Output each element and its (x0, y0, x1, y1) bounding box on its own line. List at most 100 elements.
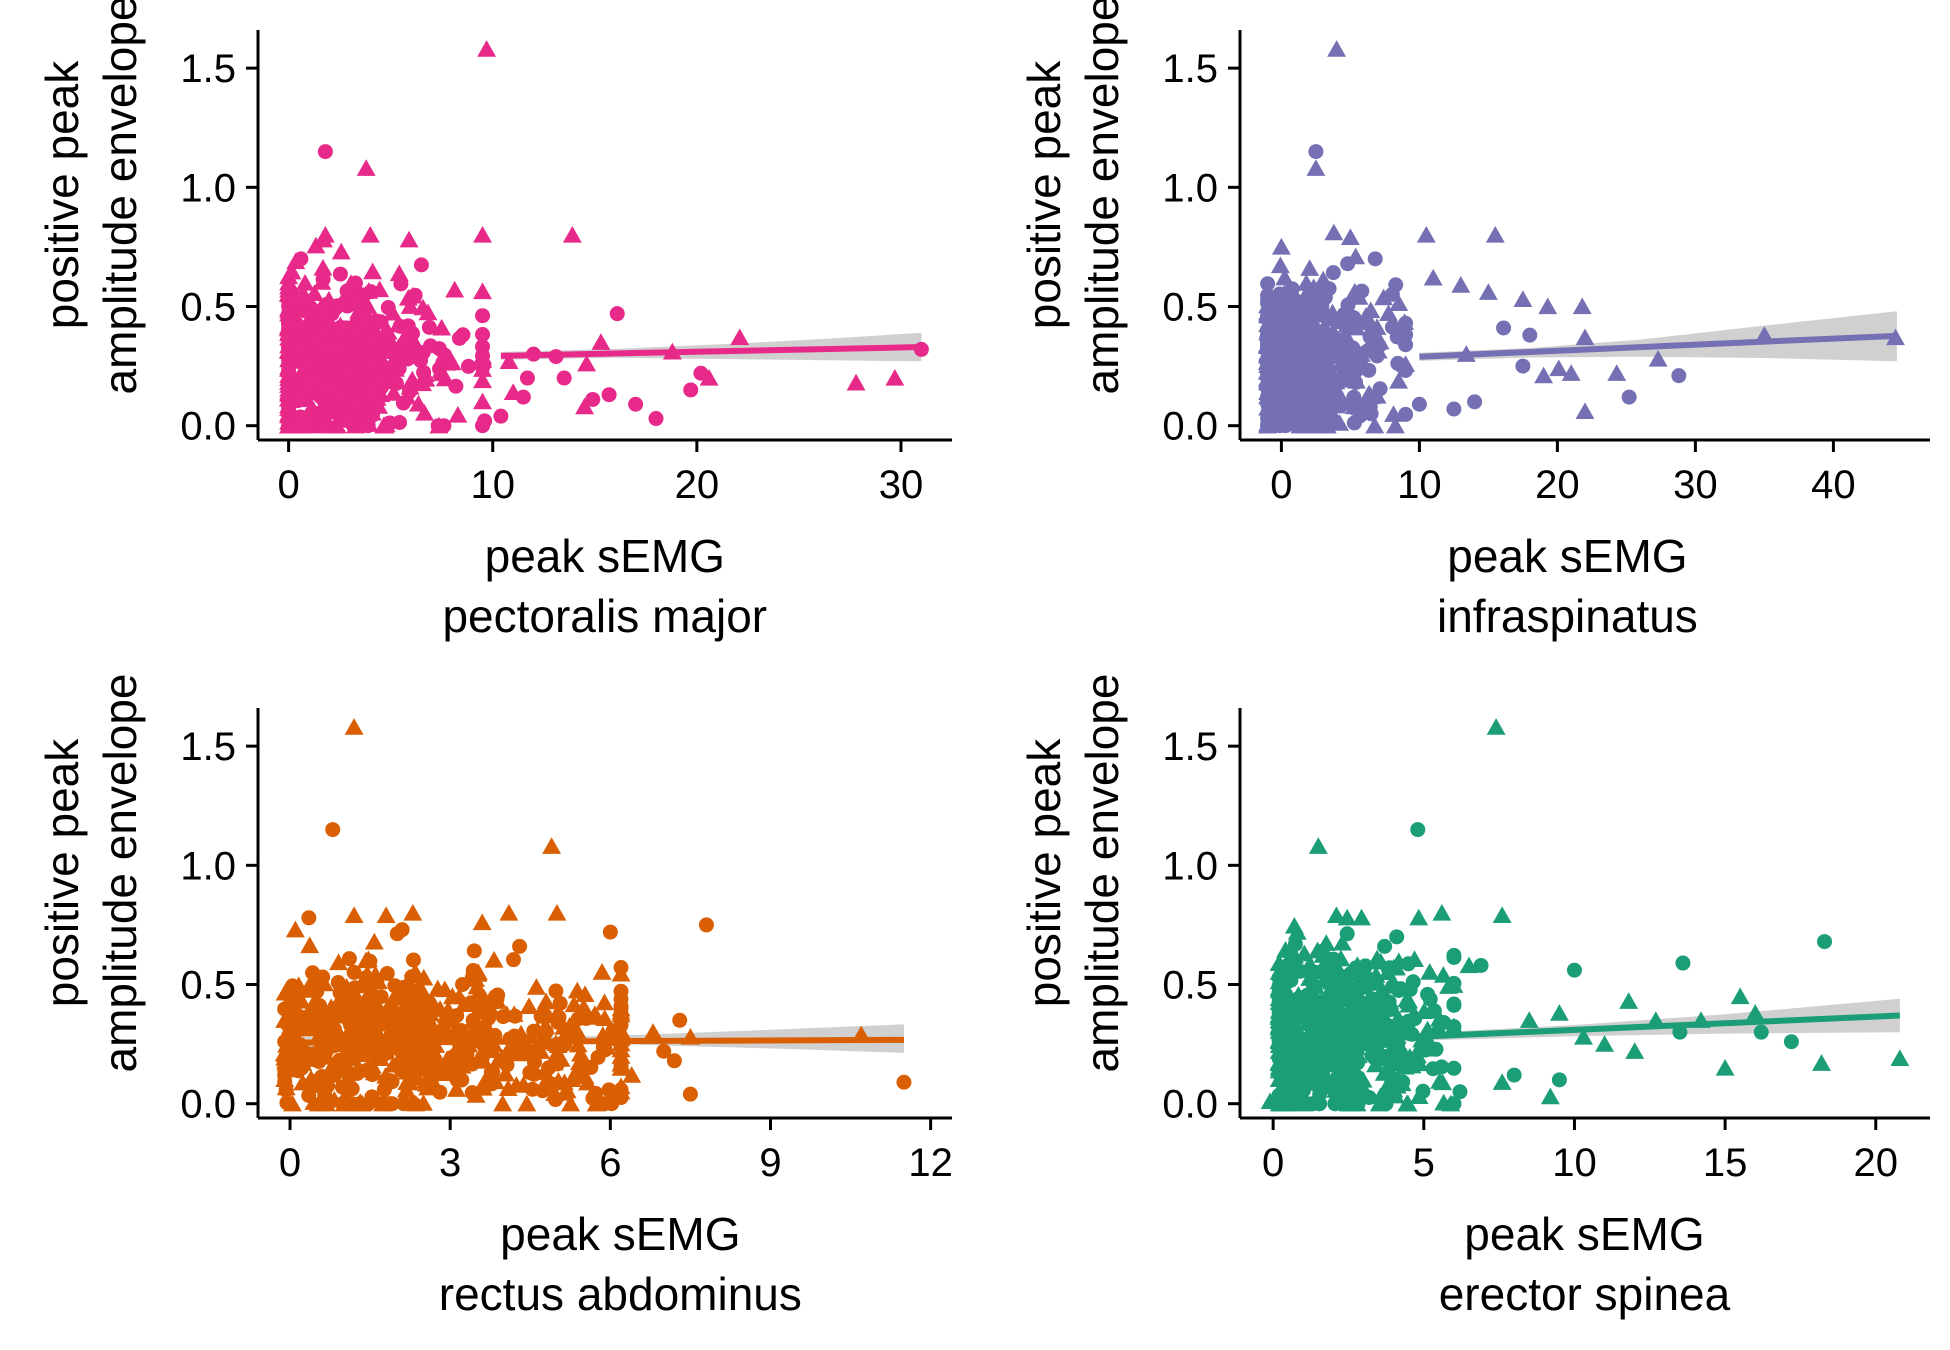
data-point (399, 230, 419, 248)
data-point (477, 40, 497, 57)
data-point (391, 980, 407, 996)
data-point (577, 354, 597, 372)
data-point (1344, 1096, 1360, 1112)
data-point (527, 1048, 543, 1064)
data-point (1331, 978, 1347, 994)
data-point (1446, 1060, 1462, 1076)
y-tick-label: 1.0 (180, 844, 236, 888)
x-tick-label: 20 (675, 463, 720, 507)
data-point (683, 382, 699, 398)
data-point (360, 993, 376, 1009)
scatter-points (1260, 718, 1910, 1112)
data-point (588, 1085, 604, 1101)
y-axis-title-line1: positive peak (1018, 738, 1070, 1007)
scatter-points (275, 718, 912, 1112)
data-point (1575, 402, 1595, 420)
data-point (348, 1002, 364, 1018)
data-point (1310, 350, 1330, 367)
data-point (1364, 995, 1384, 1013)
data-point (435, 980, 455, 998)
data-point (1325, 337, 1341, 353)
data-point (1433, 1073, 1453, 1091)
data-point (448, 405, 468, 423)
data-point (317, 144, 333, 160)
data-point (279, 299, 299, 317)
data-point (1372, 381, 1388, 397)
data-point (1387, 1076, 1407, 1094)
data-point (1451, 276, 1471, 293)
data-point (1485, 226, 1505, 243)
data-point (279, 285, 299, 302)
y-axis-title-line2: amplitude envelope (94, 0, 146, 394)
data-point (309, 984, 325, 1000)
data-point (1270, 1012, 1290, 1030)
data-point (301, 910, 317, 926)
data-point (1370, 332, 1390, 350)
data-point (1890, 1049, 1910, 1067)
data-point (356, 159, 376, 176)
data-point (1409, 908, 1429, 926)
x-tick-label: 0 (1270, 463, 1292, 507)
x-axis-title-line1: peak sEMG (485, 530, 725, 582)
data-point (1320, 1057, 1336, 1073)
data-point (418, 303, 438, 321)
data-point (506, 952, 522, 968)
data-point (519, 997, 539, 1014)
data-point (284, 978, 300, 994)
data-point (604, 1096, 620, 1112)
data-point (1745, 1004, 1765, 1021)
data-point (1292, 323, 1312, 341)
regression-line (1273, 1012, 1901, 1047)
data-point (698, 917, 714, 933)
panel-infraspinatus: 0.0 0.5 1.0 1.5 0 10 20 30 40 peak sEMG … (1018, 0, 1930, 642)
data-point (1308, 144, 1324, 160)
data-point (1753, 1024, 1769, 1040)
data-point (308, 1094, 328, 1112)
data-point (1332, 933, 1352, 951)
data-point (613, 1007, 629, 1023)
data-point (1367, 251, 1383, 267)
data-point (601, 387, 617, 403)
data-point (506, 1042, 526, 1060)
data-point (360, 1040, 380, 1057)
data-point (1416, 226, 1436, 243)
data-point (846, 373, 866, 391)
data-point (338, 983, 358, 1001)
data-point (1285, 371, 1301, 387)
data-point (375, 358, 395, 375)
regression-line-path (1419, 332, 1898, 360)
data-point (1549, 359, 1569, 377)
data-point (415, 403, 434, 421)
data-point (547, 904, 567, 921)
x-tick-label: 15 (1703, 1141, 1748, 1185)
data-point (281, 365, 297, 381)
data-point (1340, 228, 1360, 246)
data-point (567, 981, 587, 999)
data-point (575, 1054, 595, 1072)
data-point (292, 338, 308, 354)
y-tick-label: 0.5 (180, 286, 236, 330)
data-point (1575, 328, 1595, 346)
data-point (343, 1079, 359, 1095)
data-point (315, 226, 335, 243)
data-point (455, 976, 471, 992)
data-point (370, 280, 390, 298)
data-point (493, 1094, 513, 1112)
data-point (296, 1045, 316, 1063)
data-point (1388, 277, 1404, 293)
data-point (1409, 1087, 1429, 1105)
data-point (1367, 949, 1387, 967)
data-point (1311, 1079, 1327, 1095)
data-point (1423, 268, 1443, 286)
data-point (473, 360, 492, 377)
data-point (467, 977, 487, 995)
data-point (1398, 315, 1414, 331)
data-point (1366, 1055, 1386, 1073)
data-point (421, 1004, 440, 1022)
data-point (1306, 1025, 1322, 1041)
data-point (1551, 1072, 1567, 1088)
data-point (349, 1094, 369, 1112)
data-point (512, 938, 528, 954)
data-point (475, 327, 491, 343)
data-point (288, 416, 308, 434)
